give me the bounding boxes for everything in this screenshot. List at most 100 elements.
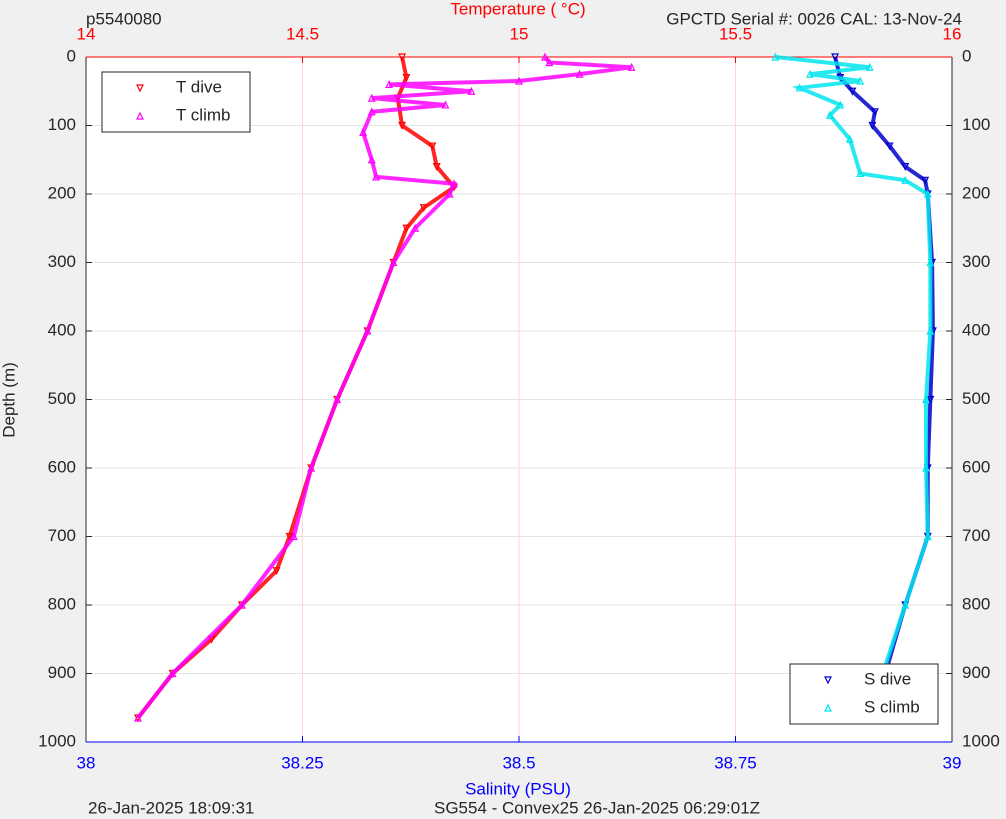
- data-point: [885, 142, 894, 151]
- data-point: [923, 189, 932, 198]
- data-point: [541, 52, 549, 61]
- y-tick-label: 100: [48, 115, 76, 134]
- data-point: [825, 110, 834, 119]
- data-point: [389, 258, 398, 267]
- y-tick-label: 0: [962, 46, 971, 65]
- data-point: [333, 395, 342, 404]
- y-tick-label: 600: [48, 457, 76, 476]
- data-point: [515, 76, 523, 85]
- data-point: [367, 155, 376, 164]
- data-point: [367, 93, 376, 102]
- legend-box: [101, 71, 251, 133]
- legend-marker: [824, 703, 832, 712]
- data-point: [845, 134, 854, 143]
- data-point: [467, 86, 476, 95]
- data-point: [921, 176, 930, 185]
- data-point: [445, 189, 454, 198]
- y-tick-label: 900: [48, 663, 76, 682]
- legend-marker: [136, 84, 144, 93]
- data-point: [441, 100, 450, 109]
- data-point: [168, 669, 177, 678]
- x-tick-label: 38.5: [502, 753, 535, 772]
- legend-label: T dive: [176, 77, 222, 96]
- legend-marker: [136, 111, 144, 120]
- data-point: [359, 128, 368, 136]
- data-point: [432, 163, 441, 171]
- data-point: [545, 58, 554, 67]
- y-tick-label: 500: [48, 389, 76, 408]
- data-point: [428, 142, 437, 151]
- data-point: [922, 395, 930, 404]
- data-point: [926, 258, 935, 267]
- timestamp: 26-Jan-2025 18:09:31: [88, 798, 254, 817]
- data-point: [133, 713, 142, 722]
- y-tick-label: 800: [962, 594, 990, 613]
- y-tick-label: 1000: [38, 731, 76, 750]
- x-label: Salinity (PSU): [465, 779, 571, 798]
- data-point: [836, 100, 845, 109]
- legend-label: S climb: [864, 697, 920, 716]
- y-tick-label: 200: [48, 183, 76, 202]
- data-point: [372, 172, 381, 181]
- data-point: [856, 169, 865, 178]
- sensor-label: GPCTD Serial #: 0026 CAL: 13-Nov-24: [666, 9, 962, 28]
- x2-tick-label: 15.5: [719, 24, 752, 43]
- data-point: [307, 463, 316, 472]
- y-tick-label: 300: [962, 252, 990, 271]
- data-point: [865, 62, 874, 71]
- data-point: [901, 600, 910, 609]
- data-point: [237, 600, 246, 609]
- y-tick-label: 900: [962, 663, 990, 682]
- x-tick-label: 38: [77, 753, 96, 772]
- y-tick-label: 500: [962, 389, 990, 408]
- data-point: [398, 53, 407, 62]
- data-point: [398, 121, 407, 130]
- legend-label: T climb: [176, 105, 230, 124]
- x-tick-label: 39: [943, 753, 962, 772]
- data-point: [363, 326, 372, 335]
- legend-marker: [824, 676, 832, 685]
- y-tick-label: 400: [48, 320, 76, 339]
- x2-tick-label: 14.5: [286, 24, 319, 43]
- data-point: [272, 567, 281, 576]
- legend-label: S dive: [864, 669, 911, 688]
- data-point: [411, 223, 420, 232]
- data-point: [385, 80, 394, 89]
- y-tick-label: 800: [48, 594, 76, 613]
- data-point: [289, 532, 298, 541]
- data-point: [771, 52, 780, 61]
- data-point: [926, 395, 935, 404]
- data-point: [285, 532, 294, 541]
- data-point: [795, 83, 804, 92]
- x2-tick-label: 15: [510, 24, 529, 43]
- y-tick-label: 600: [962, 457, 990, 476]
- data-point: [575, 69, 584, 78]
- y-tick-label: 1000: [962, 731, 1000, 750]
- data-point: [848, 87, 857, 96]
- x-tick-label: 38.25: [281, 753, 324, 772]
- data-point: [402, 73, 411, 82]
- data-point: [450, 179, 459, 188]
- data-point: [367, 107, 376, 116]
- y-label: Depth (m): [0, 362, 18, 438]
- data-point: [870, 108, 879, 117]
- data-point: [901, 175, 910, 184]
- data-point: [402, 224, 411, 233]
- profile-line: [136, 55, 632, 720]
- data-point: [806, 69, 814, 78]
- x-tick-label: 38.75: [714, 753, 757, 772]
- data-point: [831, 53, 840, 62]
- y-tick-label: 700: [48, 526, 76, 545]
- y-tick-label: 300: [48, 252, 76, 271]
- legend-box: [789, 663, 939, 725]
- profile-line: [775, 55, 933, 719]
- y-tick-label: 100: [962, 115, 990, 134]
- mission-label: SG554 - Convex25 26-Jan-2025 06:29:01Z: [434, 798, 760, 817]
- data-point: [923, 532, 932, 541]
- y-tick-label: 400: [962, 320, 990, 339]
- data-point: [627, 62, 636, 71]
- x2-tick-label: 16: [943, 24, 962, 43]
- data-point: [922, 463, 930, 472]
- data-point: [901, 163, 910, 171]
